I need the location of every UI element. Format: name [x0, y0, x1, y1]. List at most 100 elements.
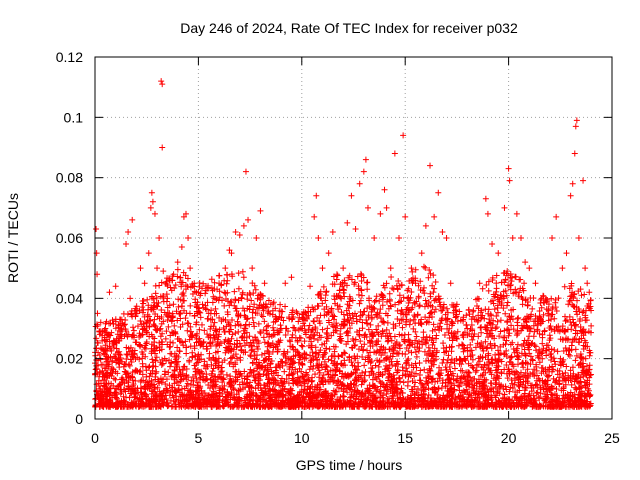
data-point: [130, 398, 137, 405]
data-point: [350, 400, 357, 407]
data-point: [412, 266, 419, 273]
data-point: [452, 314, 459, 321]
data-point: [291, 359, 298, 366]
data-point: [197, 385, 204, 392]
data-point: [120, 397, 127, 404]
data-point: [309, 388, 316, 395]
data-point: [381, 319, 388, 326]
data-point: [538, 370, 545, 377]
data-point: [549, 305, 556, 312]
data-point: [271, 379, 278, 386]
data-point: [221, 382, 228, 389]
data-point: [430, 375, 437, 382]
data-point: [401, 338, 408, 345]
data-point: [502, 276, 509, 283]
data-point: [444, 382, 451, 389]
data-point: [211, 373, 218, 380]
data-point: [585, 328, 592, 335]
data-point: [277, 301, 284, 308]
data-point: [168, 287, 175, 294]
data-point: [261, 381, 268, 388]
data-point: [562, 317, 569, 324]
data-point: [368, 369, 375, 376]
data-point: [529, 357, 536, 364]
data-point: [300, 373, 307, 380]
data-point: [373, 311, 380, 318]
data-point: [368, 338, 375, 345]
data-point: [185, 320, 192, 327]
data-point: [297, 399, 304, 406]
data-point: [374, 357, 381, 364]
data-point: [190, 381, 197, 388]
data-point: [358, 277, 365, 284]
data-point: [349, 344, 356, 351]
data-point: [526, 333, 533, 340]
data-point: [204, 299, 211, 306]
data-point: [301, 386, 308, 393]
data-point: [242, 349, 249, 356]
data-point: [492, 392, 499, 399]
data-point: [539, 349, 546, 356]
data-point: [352, 341, 359, 348]
data-point: [214, 402, 221, 409]
data-point: [327, 367, 334, 374]
data-point: [346, 319, 353, 326]
data-point: [557, 400, 564, 407]
data-point: [166, 357, 173, 364]
data-point: [228, 317, 235, 324]
data-point: [97, 401, 104, 408]
data-point: [380, 344, 387, 351]
data-point: [347, 398, 354, 405]
data-point: [479, 285, 486, 292]
data-point: [175, 296, 182, 303]
data-point: [170, 397, 177, 404]
data-point: [232, 330, 239, 337]
data-point: [268, 358, 275, 365]
data-point: [336, 287, 343, 294]
data-point: [336, 398, 343, 405]
data-point: [324, 325, 331, 332]
data-point: [520, 403, 527, 410]
data-point: [200, 339, 207, 346]
data-point: [368, 358, 375, 365]
data-point: [504, 302, 511, 309]
data-point: [399, 395, 406, 402]
data-point: [326, 319, 333, 326]
data-points: [92, 78, 595, 410]
data-point: [290, 313, 297, 320]
data-point: [265, 322, 272, 329]
data-point: [580, 373, 587, 380]
data-point: [306, 390, 313, 397]
data-point: [235, 371, 242, 378]
data-point: [170, 339, 177, 346]
data-point: [341, 357, 348, 364]
data-point: [568, 381, 575, 388]
data-point: [475, 305, 482, 312]
data-point: [225, 392, 232, 399]
data-point: [552, 361, 559, 368]
data-point: [117, 328, 124, 335]
data-point: [425, 344, 432, 351]
data-point: [323, 329, 330, 336]
data-point: [523, 339, 530, 346]
data-point: [261, 339, 268, 346]
data-point: [259, 313, 266, 320]
data-point: [246, 333, 253, 340]
data-point: [444, 325, 451, 332]
data-point: [329, 281, 336, 288]
data-point: [222, 344, 229, 351]
data-point: [112, 355, 119, 362]
data-point: [423, 319, 430, 326]
data-point: [559, 359, 566, 366]
data-point: [261, 318, 268, 325]
data-point: [386, 371, 393, 378]
data-point: [307, 308, 314, 315]
data-point: [233, 391, 240, 398]
data-point: [228, 271, 235, 278]
data-point: [581, 291, 588, 298]
data-point: [210, 365, 217, 372]
data-point: [376, 310, 383, 317]
data-point: [565, 336, 572, 343]
data-point: [272, 364, 279, 371]
data-point: [311, 318, 318, 325]
